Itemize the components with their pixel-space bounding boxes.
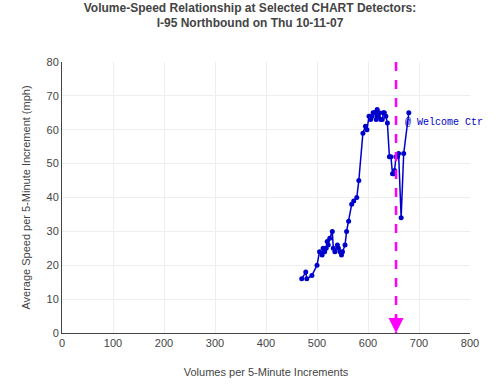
svg-text:Average Speed per 5-Minute Inc: Average Speed per 5-Minute Increment (mp… bbox=[20, 85, 32, 309]
svg-text:30: 30 bbox=[47, 225, 59, 237]
svg-text:50: 50 bbox=[47, 157, 59, 169]
svg-text:70: 70 bbox=[47, 90, 59, 102]
svg-text:20: 20 bbox=[47, 259, 59, 271]
svg-text:80: 80 bbox=[47, 56, 59, 68]
svg-text:300: 300 bbox=[206, 337, 224, 349]
svg-text:800: 800 bbox=[461, 337, 479, 349]
svg-text:200: 200 bbox=[155, 337, 173, 349]
svg-text:Volume-Speed Relationship at S: Volume-Speed Relationship at Selected CH… bbox=[84, 1, 417, 31]
svg-text:60: 60 bbox=[47, 124, 59, 136]
svg-text:40: 40 bbox=[47, 191, 59, 203]
svg-text:0: 0 bbox=[53, 327, 59, 339]
svg-text:700: 700 bbox=[410, 337, 428, 349]
svg-text:10: 10 bbox=[47, 293, 59, 305]
svg-text:0: 0 bbox=[59, 337, 65, 349]
svg-text:100: 100 bbox=[104, 337, 122, 349]
svg-text:@ Welcome Ctr: @ Welcome Ctr bbox=[405, 117, 483, 128]
svg-text:Volumes per 5-Minute Increment: Volumes per 5-Minute Increments bbox=[184, 366, 349, 378]
svg-text:600: 600 bbox=[359, 337, 377, 349]
svg-text:500: 500 bbox=[308, 337, 326, 349]
svg-text:400: 400 bbox=[257, 337, 275, 349]
